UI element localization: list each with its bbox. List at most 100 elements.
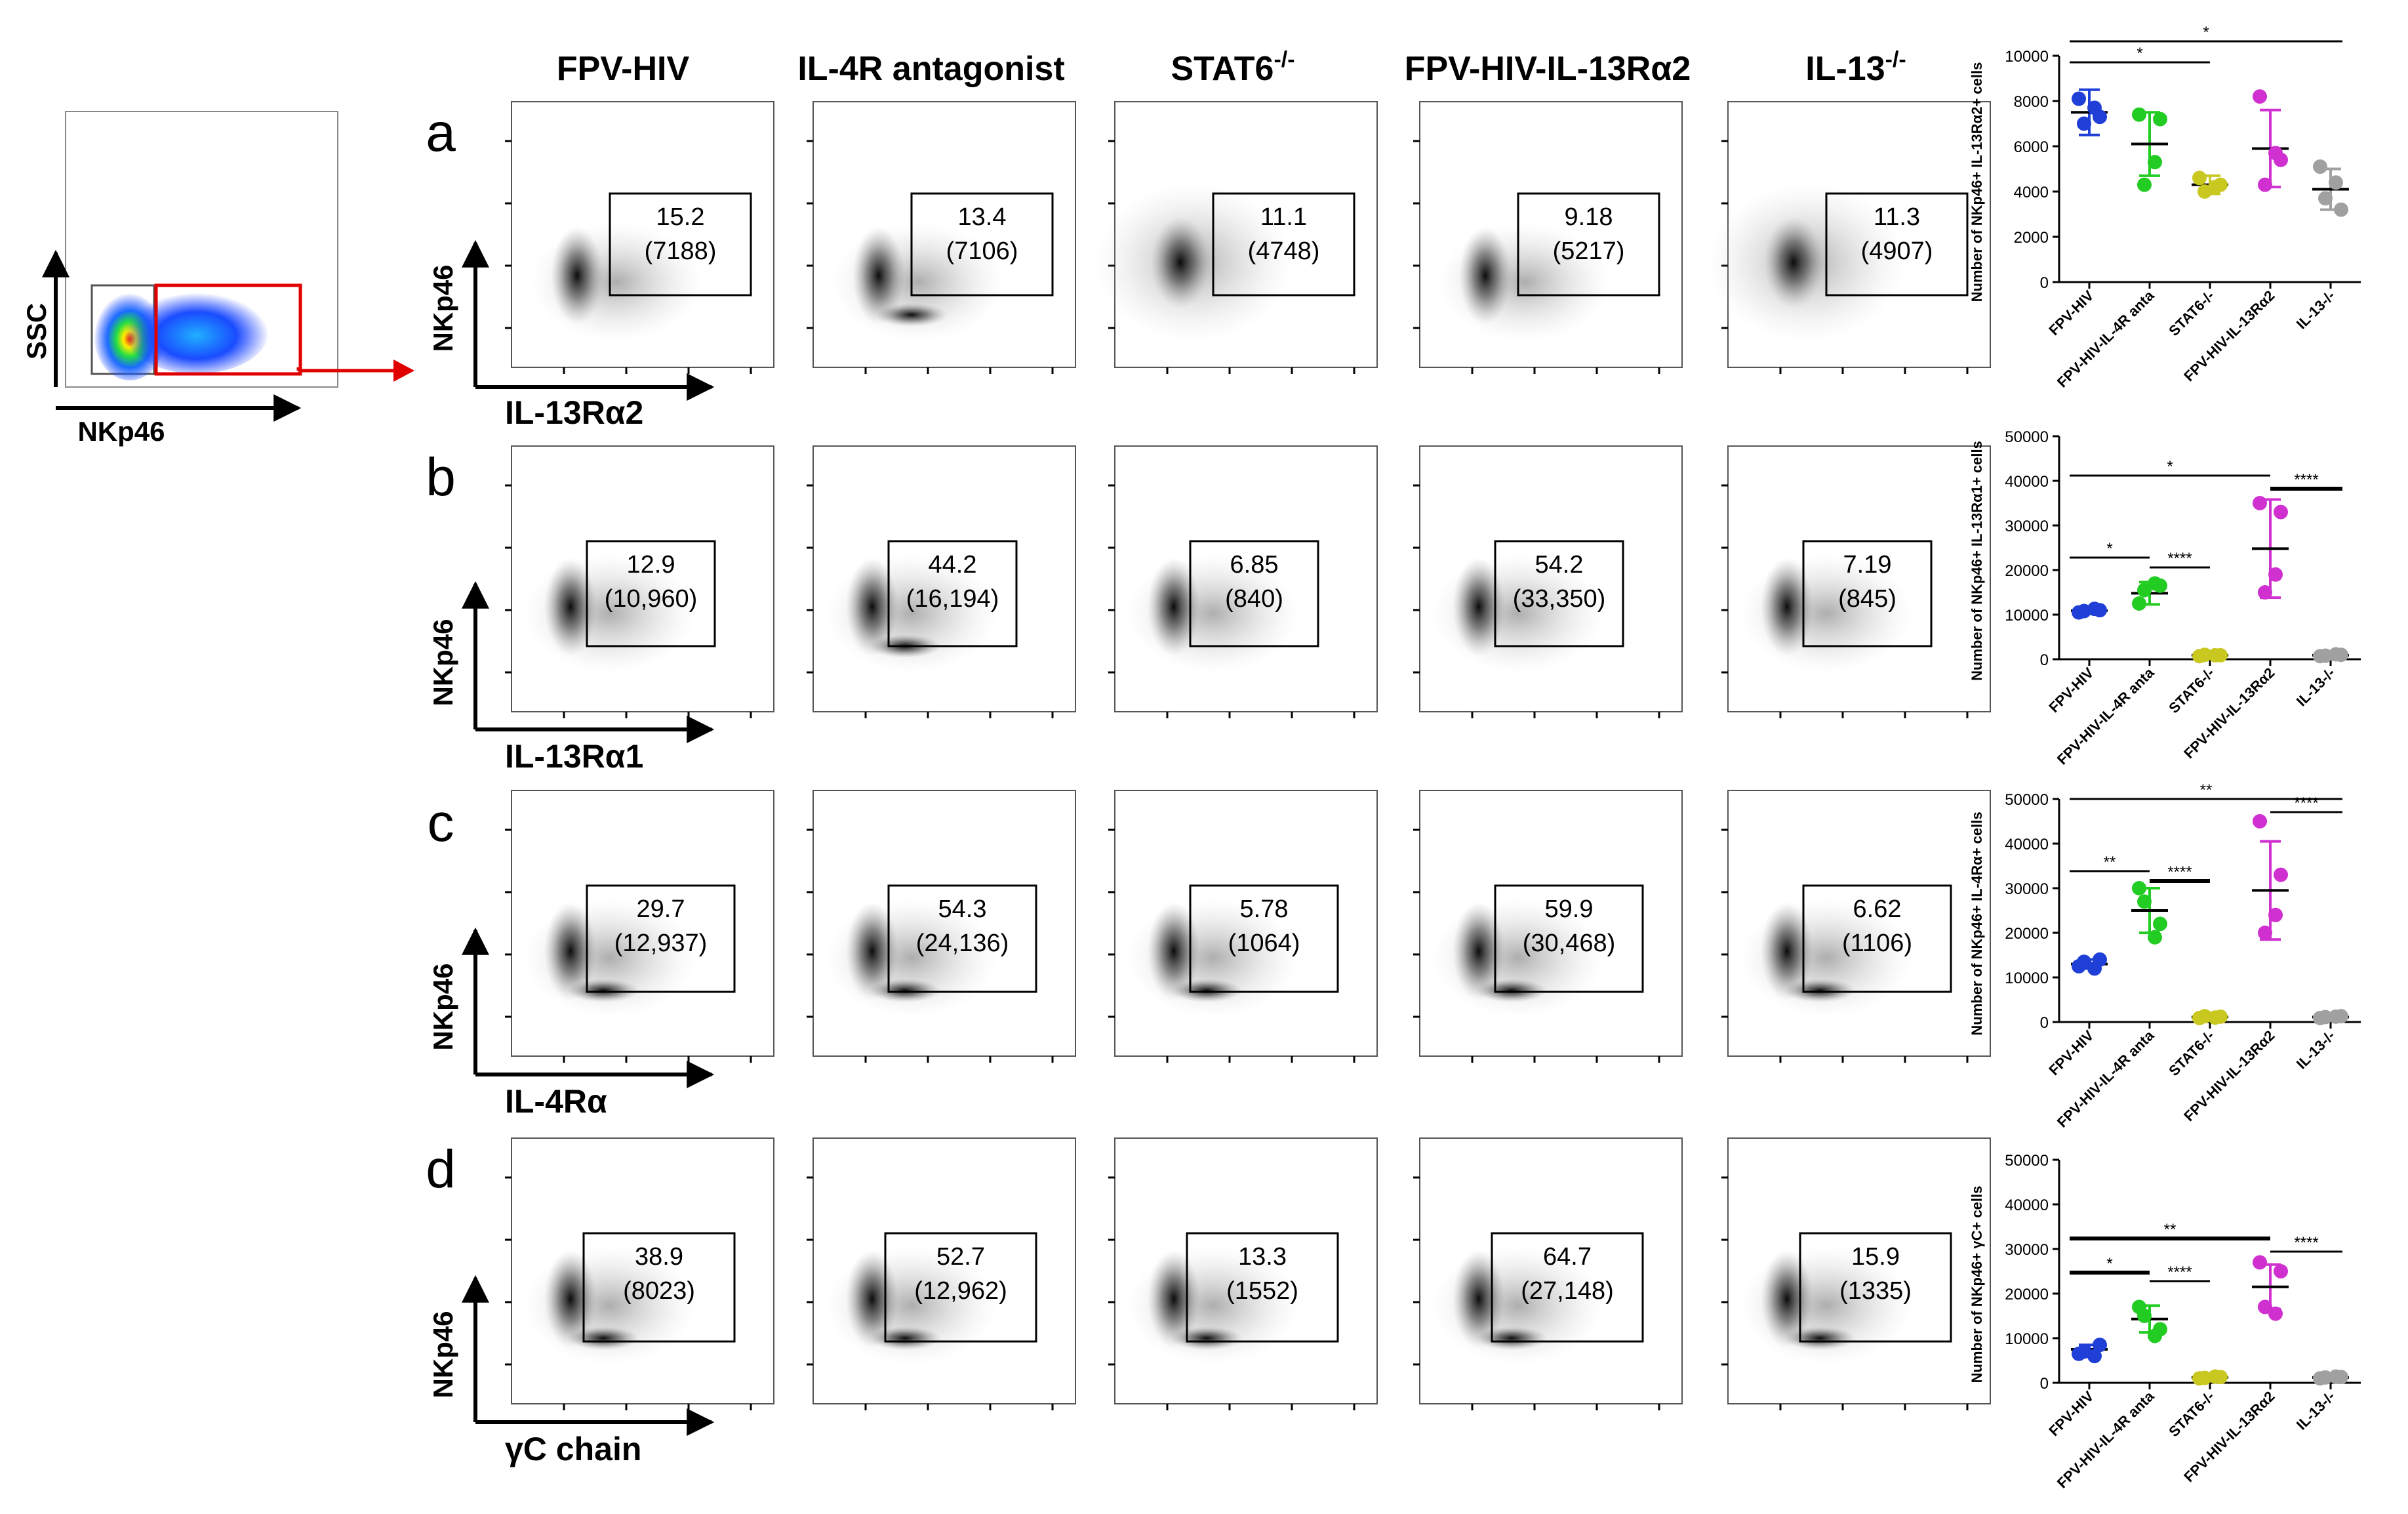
density-core	[1764, 216, 1823, 308]
flow-panel: 13.4 (7106)	[807, 101, 1076, 374]
y-tick-label: 20000	[2005, 925, 2049, 943]
data-point	[2087, 961, 2102, 976]
row-x-label: IL-13Rα1	[505, 738, 643, 775]
y-tick-label: 20000	[2005, 1286, 2049, 1303]
data-point	[2268, 567, 2283, 582]
gate-percent: 7.19	[1843, 551, 1892, 579]
data-point	[2268, 1306, 2283, 1321]
y-tick-label: 10000	[2005, 48, 2049, 66]
data-point	[2274, 504, 2288, 520]
data-point	[2197, 1370, 2212, 1385]
y-tick-label: 30000	[2005, 880, 2049, 898]
gate-percent: 15.2	[656, 203, 705, 231]
gate-box	[1186, 1232, 1339, 1343]
gate-box	[1517, 192, 1660, 297]
data-point	[2258, 926, 2272, 940]
gate-count: (1064)	[1228, 930, 1300, 957]
y-axis-label: Number of NKp46+ IL-4Rα+ cells	[1969, 811, 1985, 1035]
density-tail	[869, 979, 941, 1002]
gate-box	[1802, 884, 1952, 993]
gate-count: (4748)	[1248, 237, 1320, 265]
data-point	[2274, 1264, 2288, 1279]
significance-label: ****	[2294, 1234, 2318, 1252]
density-tail	[875, 303, 948, 327]
data-point	[2329, 175, 2343, 190]
data-point	[2153, 112, 2167, 127]
density-tail	[1475, 1326, 1548, 1350]
data-point	[2148, 1328, 2162, 1343]
gate-box	[910, 192, 1054, 297]
row-d: d NKp46 γC chain 38.9 (8023) 52.7 (12,962) 1…	[426, 1137, 1991, 1467]
flow-panel: 38.9 (8023)	[505, 1137, 774, 1410]
x-tick-label: IL-13-/-	[2293, 665, 2338, 710]
stat-chart: 0 10000 20000 30000 40000 50000 Number of NKp4…	[1969, 428, 2361, 768]
gate-box	[887, 884, 1037, 993]
gate-percent: 52.7	[936, 1243, 985, 1271]
gating-x-label: NKp46	[77, 416, 165, 447]
row-y-label: NKp46	[428, 1311, 458, 1398]
data-point	[2258, 1299, 2272, 1315]
data-point	[2077, 116, 2091, 131]
flow-panel: 64.7 (27,148)	[1413, 1137, 1683, 1410]
density-core	[1761, 902, 1813, 1000]
row-c: c NKp46 IL-4Rα 29.7(12,937)54.3(24,136)5…	[428, 790, 1991, 1120]
density-tail	[1784, 1326, 1856, 1350]
gate-count: (24,136)	[916, 930, 1009, 957]
gate-box	[582, 1232, 736, 1343]
density-core	[1453, 902, 1505, 1000]
gate-box	[1802, 540, 1933, 647]
gate-box	[1491, 1232, 1644, 1343]
x-tick-label: IL-13-/-	[2293, 1388, 2338, 1433]
flow-panel: 6.62 (1106)	[1721, 790, 1991, 1063]
y-tick-label: 40000	[2005, 836, 2049, 853]
gate-percent: 59.9	[1545, 895, 1594, 923]
significance-label: **	[2200, 781, 2213, 799]
y-tick-label: 10000	[2005, 607, 2049, 624]
row-x-label: IL-13Rα2	[505, 394, 643, 431]
flow-panel: 54.3 (24,136)	[807, 790, 1076, 1063]
gate-box	[1189, 540, 1319, 647]
significance-label: *	[2167, 458, 2173, 476]
data-point	[2334, 202, 2348, 217]
data-point	[2132, 881, 2146, 895]
y-tick-label: 40000	[2005, 473, 2049, 491]
y-tick-label: 20000	[2005, 562, 2049, 580]
gate-count: (840)	[1225, 585, 1283, 613]
significance-label: ****	[2294, 794, 2318, 812]
row-x-label: γC chain	[505, 1431, 641, 1467]
data-point	[2148, 576, 2162, 591]
x-tick-label: FPV-HIV	[2045, 1388, 2097, 1439]
data-point	[2137, 1309, 2152, 1323]
x-tick-label: FPV-HIV	[2045, 665, 2097, 716]
gate-box	[586, 884, 736, 993]
gate-count: (7106)	[946, 237, 1018, 265]
data-point	[2329, 1009, 2343, 1024]
data-point	[2253, 496, 2267, 510]
column-headers: FPV-HIV IL-4R antagonist STAT6-/- FPV-HI…	[557, 47, 1906, 88]
x-tick-label: STAT6-/-	[2165, 287, 2217, 339]
flow-panel: 7.19 (845)	[1721, 445, 1991, 718]
flow-panel: 11.3 (4907)	[1708, 101, 1991, 374]
y-tick-label: 0	[2040, 651, 2049, 669]
stat-chart: 0 10000 20000 30000 40000 50000 Number of NKp4…	[1969, 781, 2361, 1131]
y-tick-label: 10000	[2005, 970, 2049, 987]
data-point	[2197, 1009, 2212, 1024]
data-point	[2318, 191, 2333, 206]
gating-nk-gate	[154, 283, 302, 376]
flow-panels: 29.7 (12,937) 54.3 (24,136) 5.78 (1064) 59.9 (3…	[505, 790, 1991, 1063]
row-letter: c	[428, 793, 454, 853]
gate-box	[1494, 884, 1644, 993]
density-core	[1148, 558, 1200, 656]
gate-percent: 11.1	[1260, 203, 1307, 231]
data-point	[2137, 177, 2152, 192]
data-point	[2253, 814, 2267, 829]
y-axis-label: Number of NKp46+ IL-13Rα1+ cells	[1969, 441, 1985, 681]
row-y-label: NKp46	[428, 963, 458, 1050]
gate-count: (27,148)	[1521, 1277, 1614, 1305]
significance-label: ****	[2167, 1263, 2192, 1281]
gate-box	[1799, 1232, 1952, 1343]
density-core	[853, 226, 905, 325]
data-point	[2208, 647, 2222, 663]
gate-count: (33,350)	[1513, 585, 1606, 613]
gate-percent: 11.3	[1874, 203, 1920, 231]
